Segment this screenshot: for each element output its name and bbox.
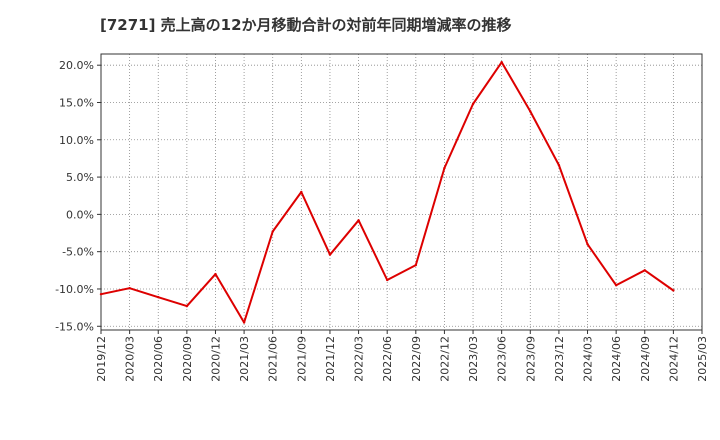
y-tick-label: 5.0% [66, 171, 94, 184]
x-tick-label: 2022/06 [381, 336, 394, 382]
x-tick-label: 2024/03 [582, 336, 595, 382]
data-point [157, 295, 160, 299]
x-tick-label: 2022/12 [438, 336, 451, 382]
series-layer [99, 61, 675, 324]
x-tick-label: 2024/12 [667, 336, 680, 382]
y-tick-label: -10.0% [55, 283, 94, 296]
plot-frame [100, 53, 703, 331]
data-point [672, 289, 675, 292]
x-tick-label: 2025/03 [696, 336, 709, 382]
x-tick-label: 2020/09 [181, 336, 194, 382]
y-tick-label: 0.0% [66, 208, 94, 221]
grid-layer [100, 54, 703, 330]
data-point [357, 219, 360, 222]
label-layer: -15.0% -10.0% -5.0% 0.0% 5.0% 10.0% 15.0% 20.0%… [55, 59, 709, 382]
y-tick-label: 20.0% [59, 59, 94, 72]
data-point [99, 292, 103, 296]
x-tick-label: 2024/06 [610, 336, 623, 382]
data-point [414, 263, 418, 267]
y-tick-label: 15.0% [59, 96, 94, 109]
data-point [471, 102, 475, 106]
x-tick-label: 2021/03 [238, 336, 251, 382]
data-point [185, 304, 189, 308]
x-tick-label: 2023/06 [496, 336, 509, 382]
data-point [385, 278, 389, 282]
y-tick-label: -5.0% [62, 246, 94, 259]
x-tick-label: 2023/09 [524, 336, 537, 382]
x-tick-label: 2024/09 [639, 336, 652, 382]
data-point [614, 284, 618, 287]
x-tick-label: 2020/06 [152, 336, 165, 382]
y-tick-label: 10.0% [59, 134, 94, 147]
x-tick-label: 2023/03 [467, 336, 480, 382]
axis-layer [97, 53, 703, 334]
x-tick-label: 2023/12 [553, 336, 566, 382]
data-point [271, 230, 274, 233]
x-tick-label: 2022/09 [410, 336, 423, 382]
data-point [214, 272, 217, 276]
data-point [586, 243, 589, 246]
data-point [128, 287, 131, 290]
x-tick-label: 2021/12 [324, 336, 337, 382]
data-point [300, 190, 303, 194]
data-point [443, 166, 446, 170]
data-point [500, 61, 503, 64]
x-tick-label: 2021/09 [295, 336, 308, 382]
x-tick-label: 2020/12 [209, 336, 222, 382]
x-tick-label: 2019/12 [95, 336, 108, 382]
chart-title: [7271] 売上高の12か月移動合計の対前年同期増減率の推移 [100, 16, 512, 34]
x-tick-label: 2021/06 [267, 336, 280, 382]
y-tick-label: -15.0% [55, 320, 94, 333]
x-tick-label: 2022/03 [353, 336, 366, 382]
data-point [643, 269, 646, 272]
data-point [557, 163, 561, 167]
data-point [328, 253, 332, 256]
data-point [529, 110, 532, 113]
x-tick-label: 2020/03 [124, 336, 137, 382]
data-point [242, 321, 246, 324]
